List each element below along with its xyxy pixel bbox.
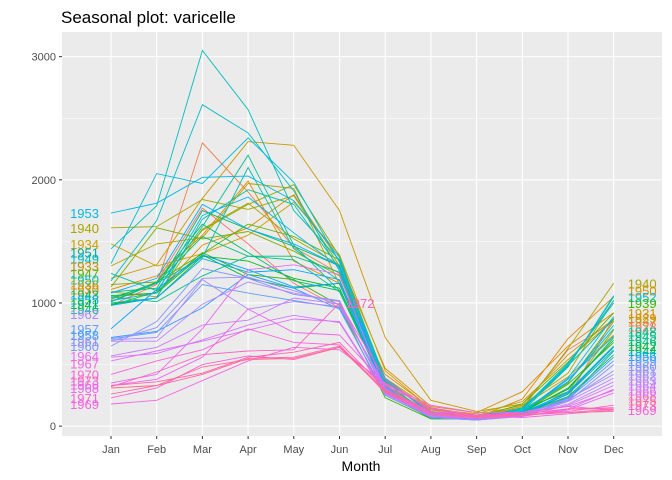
- series-line-1954: [110, 196, 615, 418]
- series-lines: [110, 49, 615, 421]
- x-tick-label: Nov: [558, 444, 578, 456]
- x-tick-label: Apr: [240, 444, 257, 456]
- series-end-label: 1945: [628, 329, 657, 344]
- series-start-label: 1970: [70, 367, 99, 382]
- series-end-label: 1950: [628, 284, 657, 299]
- x-tick-label: Oct: [514, 444, 531, 456]
- series-end-label: 1964: [628, 379, 657, 394]
- series-start-label: 1966: [70, 377, 99, 392]
- series-start-label: 1950: [70, 273, 99, 288]
- series-start-label: 1960: [70, 339, 99, 354]
- series-start-label: 1962: [70, 307, 99, 322]
- series-line-1967: [110, 264, 614, 418]
- series-end-label: 1956: [628, 349, 657, 364]
- series-start-label: 1961: [70, 334, 99, 349]
- series-line-1932: [110, 141, 614, 412]
- x-tick-label: Sep: [467, 444, 487, 456]
- series-end-label: 1940: [628, 276, 657, 291]
- series-start-label: 1940: [70, 221, 99, 236]
- x-axis-title: Month: [342, 458, 381, 474]
- series-start-label: 1957: [70, 322, 99, 337]
- series-line-1973: [110, 341, 614, 417]
- y-tick-label: 1000: [32, 298, 56, 310]
- y-axis: 0 1000 2000 3000: [32, 52, 62, 433]
- series-line-1931: [110, 193, 614, 414]
- x-tick-label: Aug: [421, 444, 441, 456]
- series-end-label: 1937: [628, 314, 657, 329]
- series-end-label: 1931: [628, 306, 657, 321]
- series-labels: 1953194019341951194919331947195019361930…: [70, 206, 657, 418]
- series-end-label: 1946: [628, 334, 657, 349]
- series-line-1951: [110, 104, 615, 418]
- series-end-label: 1975: [628, 393, 657, 408]
- grid-lines: [62, 32, 662, 436]
- series-end-label: 1952: [628, 290, 657, 305]
- series-start-label: 1953: [70, 206, 99, 221]
- series-start-label: 1971: [70, 391, 99, 406]
- series-end-label: 1961: [628, 364, 657, 379]
- series-start-label: 1964: [70, 349, 99, 364]
- series-start-label: 1943: [70, 287, 99, 302]
- series-start-label: 1936: [70, 278, 99, 293]
- series-start-label: 1969: [70, 397, 99, 412]
- x-tick-label: Jan: [102, 444, 120, 456]
- y-tick-label: 2000: [32, 175, 56, 187]
- series-line-1955: [110, 203, 615, 420]
- series-end-label: 1929: [628, 311, 657, 326]
- x-tick-label: Dec: [604, 444, 624, 456]
- y-tick-label: 3000: [32, 52, 56, 64]
- series-start-label: 1946: [70, 302, 99, 317]
- x-axis: Jan Feb Mar Apr May Jun Jul Aug Sep Oct Nov Dec: [102, 436, 624, 456]
- x-tick-label: May: [283, 444, 304, 456]
- series-start-label: 1958: [70, 328, 99, 343]
- series-end-label: 1944: [628, 344, 657, 359]
- series-start-label: 1951: [70, 245, 99, 260]
- series-end-label: 1939: [628, 296, 657, 311]
- series-end-label: 1969: [628, 403, 657, 418]
- series-end-label: 1928: [628, 319, 657, 334]
- series-start-label: 1941: [70, 297, 99, 312]
- chart-title: Seasonal plot: varicelle: [61, 8, 236, 27]
- series-start-label: 1949: [70, 252, 99, 267]
- series-start-label: 1973: [70, 374, 99, 389]
- series-line-1950: [110, 49, 615, 418]
- series-end-label: 1968: [628, 388, 657, 403]
- series-start-label: 1955: [70, 292, 99, 307]
- series-start-label: 1947: [70, 266, 99, 281]
- series-line-1975: [110, 346, 614, 418]
- series-end-label: 1963: [628, 374, 657, 389]
- series-end-label: 1966: [628, 383, 657, 398]
- series-start-label: 1933: [70, 259, 99, 274]
- series-start-label: 1934: [70, 237, 99, 252]
- series-end-label: 1942: [628, 339, 657, 354]
- series-start-label: 1930: [70, 282, 99, 297]
- series-start-label: 1968: [70, 381, 99, 396]
- series-end-label: 1960: [628, 359, 657, 374]
- series-end-label: 1959: [628, 354, 657, 369]
- series-start-label: 1967: [70, 356, 99, 371]
- series-end-label: 1948: [628, 324, 657, 339]
- series-end-label: 1962: [628, 369, 657, 384]
- series-annotation-label: 1972: [346, 296, 375, 311]
- x-tick-label: Jun: [331, 444, 349, 456]
- x-tick-label: Jul: [378, 444, 392, 456]
- series-line-1963: [111, 281, 614, 417]
- y-tick-label: 0: [50, 421, 56, 433]
- x-tick-label: Feb: [147, 444, 166, 456]
- series-end-label: 1973: [628, 398, 657, 413]
- x-tick-label: Mar: [193, 444, 212, 456]
